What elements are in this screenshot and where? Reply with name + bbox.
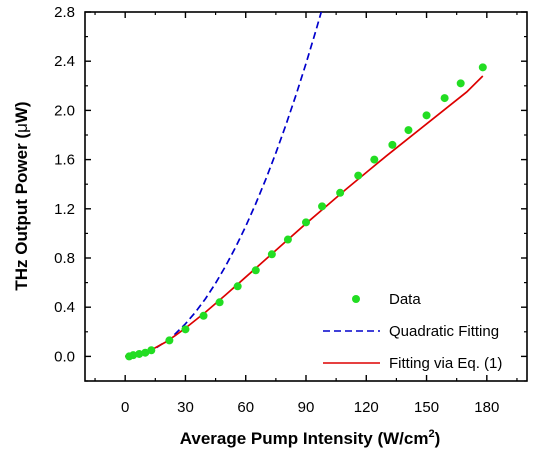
x-axis-title: Average Pump Intensity (W/cm2) [180, 428, 441, 448]
y-axis-ticks: 0.0 0.4 0.8 1.2 1.6 2.0 2.4 2.8 [54, 4, 527, 382]
legend-label-quadratic: Quadratic Fitting [389, 323, 499, 340]
eq1-fit-line [125, 75, 484, 358]
data-point [141, 348, 150, 357]
data-point [370, 155, 379, 164]
data-point [147, 346, 156, 355]
legend-label-eq1: Fitting via Eq. (1) [389, 355, 502, 372]
data-point [233, 282, 242, 291]
legend-data-marker [352, 295, 360, 303]
y-tick-label: 1.2 [54, 201, 75, 218]
quadratic-fit-line [125, 12, 323, 358]
data-point [456, 79, 465, 88]
data-point [283, 235, 292, 244]
data-point [267, 250, 276, 259]
data-point [215, 298, 224, 307]
data-point [422, 111, 431, 120]
y-tick-label: 0.8 [54, 250, 75, 267]
x-tick-label: 0 [121, 399, 129, 416]
y-axis-title-pre: THz Output Power ( [12, 133, 31, 291]
data-point [129, 351, 138, 360]
legend-label-data: Data [389, 291, 421, 308]
y-axis-title: THz Output Power (μW) [12, 101, 31, 290]
y-axis-title-mu: μ [12, 123, 31, 133]
data-point [478, 63, 487, 72]
x-axis-title-main: Average Pump Intensity (W/cm [180, 429, 429, 448]
y-tick-label: 2.0 [54, 102, 75, 119]
y-tick-label: 0.4 [54, 299, 75, 316]
data-point [318, 202, 327, 211]
y-tick-label: 1.6 [54, 152, 75, 169]
x-tick-label: 120 [354, 399, 379, 416]
data-point [251, 266, 260, 275]
x-tick-label: 30 [177, 399, 194, 416]
data-point [181, 325, 190, 334]
x-tick-label: 150 [414, 399, 439, 416]
y-tick-label: 2.8 [54, 4, 75, 21]
y-axis-title-post: W) [12, 101, 31, 123]
y-tick-label: 0.0 [54, 348, 75, 365]
x-tick-label: 60 [237, 399, 254, 416]
x-tick-label: 180 [474, 399, 499, 416]
x-axis-title-end: ) [435, 429, 441, 448]
data-point [404, 126, 413, 135]
data-point [354, 171, 363, 180]
x-tick-label: 90 [298, 399, 315, 416]
legend: Data Quadratic Fitting Fitting via Eq. (… [323, 291, 502, 372]
data-point [388, 140, 397, 149]
y-tick-label: 2.4 [54, 53, 75, 70]
data-point [302, 218, 310, 227]
data-point [135, 349, 144, 358]
data-point [440, 94, 449, 103]
x-axis-ticks: 0 30 60 90 120 150 180 [94, 12, 518, 416]
series-layer [125, 12, 487, 361]
data-point [336, 188, 345, 197]
x-axis-title-superscript: 2 [428, 428, 434, 440]
data-point [165, 336, 174, 345]
data-point [199, 311, 208, 320]
